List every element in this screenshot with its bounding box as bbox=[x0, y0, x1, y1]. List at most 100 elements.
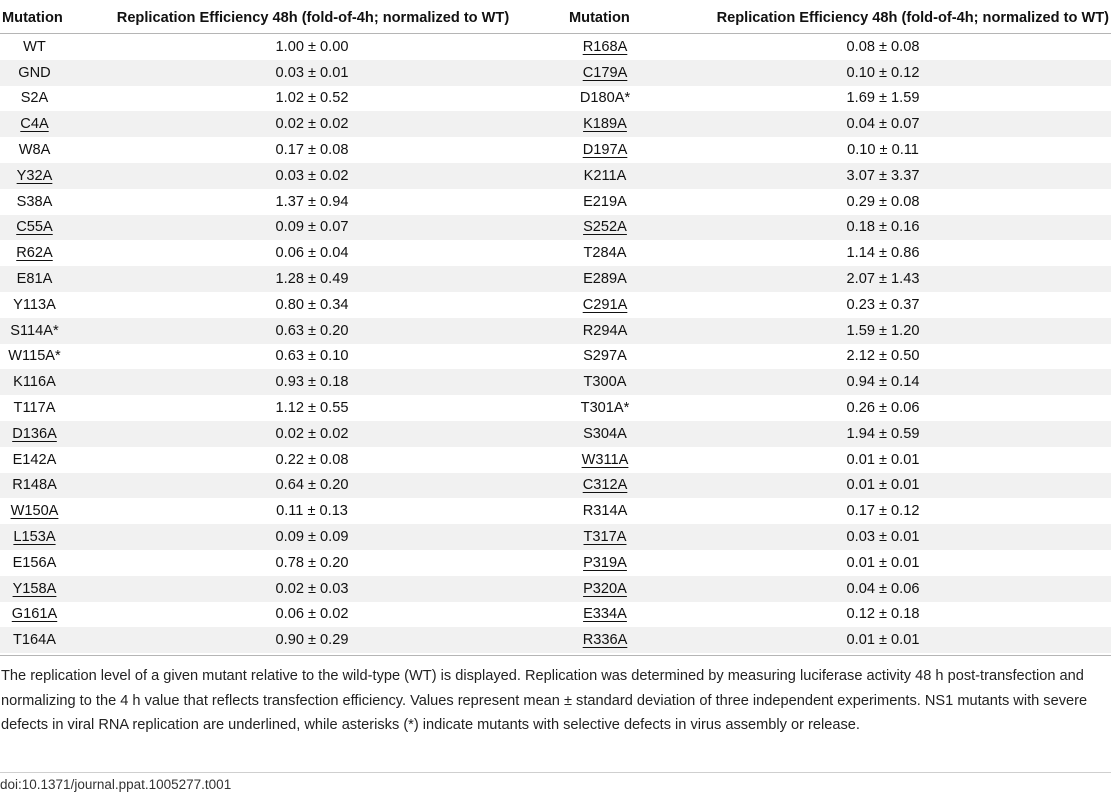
efficiency-cell-left: 0.09 ± 0.07 bbox=[69, 214, 555, 241]
efficiency-cell-right: 0.04 ± 0.07 bbox=[655, 111, 1111, 138]
efficiency-cell-right: 0.26 ± 0.06 bbox=[846, 400, 920, 417]
table-row: E142A 0.22 ± 0.08 W311A 0.01 ± 0.01 bbox=[0, 447, 1111, 473]
mutation-name: W311A bbox=[581, 451, 629, 468]
mutation-name: E334A bbox=[583, 606, 627, 623]
efficiency-cell-right: 2.12 ± 0.50 bbox=[846, 348, 920, 365]
mutation-name: S304A bbox=[583, 425, 627, 442]
mutation-name: GND bbox=[18, 64, 51, 81]
efficiency-cell-left: 0.09 ± 0.09 bbox=[69, 524, 555, 550]
table-row: WT 1.00 ± 0.00 R168A 0.08 ± 0.08 bbox=[0, 34, 1111, 60]
mutation-cell-right: D197A bbox=[555, 137, 655, 163]
mutation-cell-right: T301A* bbox=[555, 395, 655, 421]
mutation-cell-left: S114A* bbox=[0, 317, 69, 344]
efficiency-cell-left: 1.28 ± 0.49 bbox=[69, 266, 555, 292]
efficiency-cell-right: 0.04 ± 0.06 bbox=[655, 575, 1111, 602]
efficiency-cell-left: 0.02 ± 0.02 bbox=[69, 420, 555, 447]
table-row: W150A 0.11 ± 0.13 R314A 0.17 ± 0.12 bbox=[0, 498, 1111, 524]
mutation-cell-left: E142A bbox=[0, 447, 69, 473]
efficiency-cell-right: 1.59 ± 1.20 bbox=[655, 317, 1111, 344]
efficiency-cell-left: 1.02 ± 0.52 bbox=[275, 90, 349, 107]
efficiency-cell-right: 0.12 ± 0.18 bbox=[846, 606, 920, 623]
mutation-cell-right: S252A bbox=[555, 214, 655, 241]
table-row: K116A 0.93 ± 0.18 T300A 0.94 ± 0.14 bbox=[0, 369, 1111, 396]
table-body: WT 1.00 ± 0.00 R168A 0.08 ± 0.08 GND 0.03 ± 0… bbox=[0, 34, 1111, 654]
mutation-cell-left: E156A bbox=[0, 550, 69, 576]
mutation-name: T284A bbox=[583, 245, 627, 262]
efficiency-cell-right: 0.17 ± 0.12 bbox=[846, 503, 920, 520]
mutation-name: P320A bbox=[583, 580, 627, 597]
efficiency-cell-left: 0.63 ± 0.10 bbox=[275, 348, 349, 365]
efficiency-cell-left: 0.02 ± 0.03 bbox=[69, 575, 555, 602]
table-row: W115A* 0.63 ± 0.10 S297A 2.12 ± 0.50 bbox=[0, 344, 1111, 370]
table-row: Y158A 0.02 ± 0.03 P320A 0.04 ± 0.06 bbox=[0, 575, 1111, 602]
efficiency-cell-right: 0.94 ± 0.14 bbox=[655, 369, 1111, 396]
mutation-name: S114A* bbox=[10, 322, 59, 339]
mutation-cell-left: K116A bbox=[0, 369, 69, 396]
mutation-name: C179A bbox=[582, 64, 628, 81]
mutation-cell-left: W8A bbox=[0, 137, 69, 163]
table-footnote: The replication level of a given mutant … bbox=[1, 668, 1088, 733]
table-row: C55A 0.09 ± 0.07 S252A 0.18 ± 0.16 bbox=[0, 214, 1111, 241]
mutation-name: D136A bbox=[12, 425, 57, 442]
mutation-cell-left: Y158A bbox=[0, 575, 69, 602]
mutation-name: R168A bbox=[582, 38, 628, 55]
efficiency-cell-left: 0.22 ± 0.08 bbox=[275, 451, 349, 468]
mutation-name: Y113A bbox=[13, 296, 56, 313]
mutation-cell-right: R336A bbox=[555, 627, 655, 654]
efficiency-cell-left: 0.93 ± 0.18 bbox=[69, 369, 555, 396]
mutation-cell-left: R62A bbox=[0, 240, 69, 266]
mutation-cell-left: R148A bbox=[0, 472, 69, 499]
header-efficiency-left: Replication Efficiency 48h (fold-of-4h; … bbox=[69, 3, 555, 34]
mutation-name: R314A bbox=[582, 503, 628, 520]
mutation-name: W115A* bbox=[8, 348, 61, 365]
mutation-name: S38A bbox=[16, 193, 53, 210]
table-row: S2A 1.02 ± 0.52 D180A* 1.69 ± 1.59 bbox=[0, 86, 1111, 112]
mutation-cell-right: D180A* bbox=[555, 86, 655, 112]
mutation-cell-left: T117A bbox=[0, 395, 69, 421]
mutation-cell-left: Y113A bbox=[0, 292, 69, 318]
mutation-cell-right: C291A bbox=[555, 292, 655, 318]
mutation-name: R336A bbox=[582, 632, 628, 649]
mutation-cell-left: W115A* bbox=[0, 344, 69, 370]
mutation-cell-right: R314A bbox=[555, 498, 655, 524]
efficiency-cell-right: 0.18 ± 0.16 bbox=[655, 214, 1111, 241]
mutation-cell-right: P320A bbox=[555, 575, 655, 602]
mutation-cell-right: R294A bbox=[555, 317, 655, 344]
efficiency-cell-left: 0.06 ± 0.02 bbox=[275, 606, 349, 623]
efficiency-cell-right: 0.23 ± 0.37 bbox=[846, 296, 920, 313]
efficiency-cell-left: 0.06 ± 0.04 bbox=[275, 245, 349, 262]
mutation-cell-right: S304A bbox=[555, 420, 655, 447]
mutation-name: C4A bbox=[20, 116, 49, 133]
mutation-cell-left: T164A bbox=[0, 627, 69, 654]
efficiency-cell-left: 0.11 ± 0.13 bbox=[276, 503, 348, 520]
mutation-cell-right: T284A bbox=[555, 240, 655, 266]
mutation-name: C291A bbox=[582, 296, 628, 313]
efficiency-cell-right: 0.01 ± 0.01 bbox=[846, 554, 920, 571]
mutation-name: T300A bbox=[583, 374, 627, 391]
mutation-cell-right: T317A bbox=[555, 524, 655, 550]
mutation-name: L153A bbox=[13, 529, 56, 546]
efficiency-cell-right: 0.01 ± 0.01 bbox=[655, 472, 1111, 499]
efficiency-cell-right: 2.07 ± 1.43 bbox=[655, 266, 1111, 292]
efficiency-cell-left: 0.17 ± 0.08 bbox=[275, 142, 349, 159]
efficiency-cell-left: 1.12 ± 0.55 bbox=[275, 400, 349, 417]
efficiency-cell-right: 0.10 ± 0.12 bbox=[655, 59, 1111, 86]
mutation-name: Y158A bbox=[12, 580, 57, 597]
mutation-name: S2A bbox=[20, 90, 49, 107]
efficiency-cell-right: 3.07 ± 3.37 bbox=[655, 162, 1111, 189]
mutation-cell-left: WT bbox=[0, 34, 69, 60]
efficiency-cell-left: 0.90 ± 0.29 bbox=[69, 627, 555, 654]
table-row: S114A* 0.63 ± 0.20 R294A 1.59 ± 1.20 bbox=[0, 317, 1111, 344]
table-row: W8A 0.17 ± 0.08 D197A 0.10 ± 0.11 bbox=[0, 137, 1111, 163]
mutation-cell-left: G161A bbox=[0, 602, 69, 628]
mutation-cell-right: T300A bbox=[555, 369, 655, 396]
efficiency-cell-left: 0.63 ± 0.20 bbox=[69, 317, 555, 344]
efficiency-cell-left: 0.64 ± 0.20 bbox=[69, 472, 555, 499]
table-row: L153A 0.09 ± 0.09 T317A 0.03 ± 0.01 bbox=[0, 524, 1111, 550]
efficiency-cell-right: 1.94 ± 0.59 bbox=[655, 420, 1111, 447]
efficiency-cell-right: 0.01 ± 0.01 bbox=[846, 451, 920, 468]
efficiency-cell-left: 0.80 ± 0.34 bbox=[275, 296, 349, 313]
mutation-cell-left: L153A bbox=[0, 524, 69, 550]
mutation-cell-right: K211A bbox=[555, 162, 655, 189]
mutation-cell-left: C4A bbox=[0, 111, 69, 138]
